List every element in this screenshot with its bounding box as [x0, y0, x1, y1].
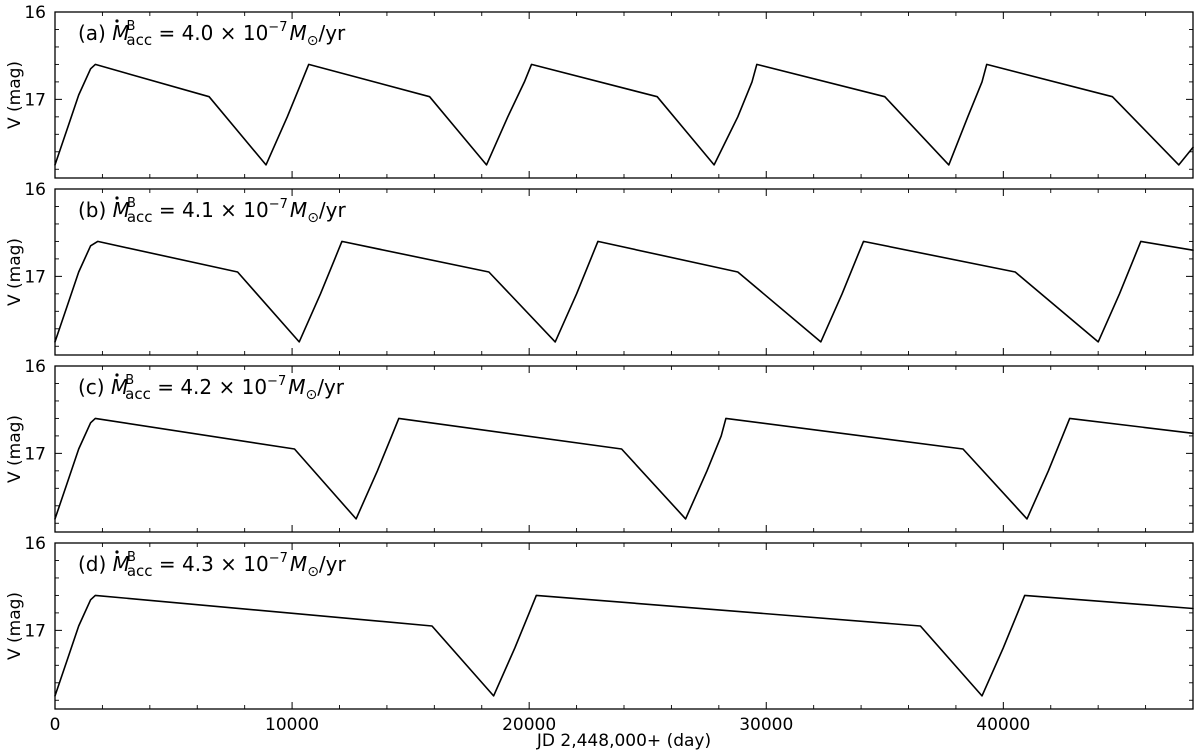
panel-a: 16 17V (mag) (a) MB acc = 4.0 × 10−7 M⊙/yr [5, 3, 1194, 179]
y-axis-label: V (mag) [5, 592, 25, 660]
y-tick-label: 16 [24, 180, 46, 200]
x-tick-label: 40000 [976, 715, 1030, 735]
y-tick-label: 16 [24, 357, 46, 377]
light-curve-a [54, 63, 1194, 166]
x-axis-label: JD 2,448,000+ (day) [536, 731, 711, 751]
panel-c: 16 17V (mag) (c) MB acc = 4.2 × 10−7 M⊙/yr [5, 357, 1194, 533]
mdot-dot [115, 550, 119, 554]
y-axis-label: V (mag) [5, 61, 25, 129]
x-tick-label: 20000 [502, 715, 556, 735]
x-tick-label: 0 [50, 715, 61, 735]
light-curve-b [54, 240, 1194, 343]
mdot-dot [115, 373, 119, 377]
y-tick-label: 17 [24, 444, 46, 464]
panel-annotation: (b) MB acc = 4.1 × 10−7 M⊙/yr [78, 196, 346, 226]
light-curve-c [54, 417, 1194, 520]
y-tick-label: 17 [24, 621, 46, 641]
mdot-dot [115, 19, 119, 23]
panel-annotation: (c) MB acc = 4.2 × 10−7 M⊙/yr [78, 373, 345, 403]
panel-d: 16 17V (mag) (d) MB acc = 4.3 × 10−7 M⊙/yr 0 1… [5, 534, 1194, 735]
y-axis-label: V (mag) [5, 238, 25, 306]
mdot-dot [115, 196, 119, 200]
y-axis-label: V (mag) [5, 415, 25, 483]
panel-annotation: (a) MB acc = 4.0 × 10−7 M⊙/yr [78, 19, 346, 49]
x-tick-label: 10000 [265, 715, 319, 735]
y-tick-label: 16 [24, 3, 46, 23]
x-tick-label: 30000 [739, 715, 793, 735]
panel-annotation: (d) MB acc = 4.3 × 10−7 M⊙/yr [78, 550, 346, 580]
light-curve-d [54, 594, 1194, 697]
panel-b: 16 17V (mag) (b) MB acc = 4.1 × 10−7 M⊙/yr [5, 180, 1194, 356]
y-tick-label: 17 [24, 90, 46, 110]
y-tick-label: 17 [24, 267, 46, 287]
y-tick-label: 16 [24, 534, 46, 554]
